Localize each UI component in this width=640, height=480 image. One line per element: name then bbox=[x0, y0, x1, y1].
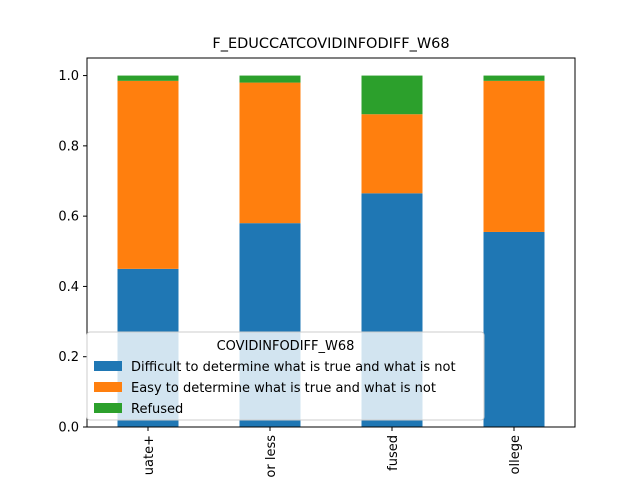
legend-swatch-1 bbox=[94, 361, 122, 371]
x-tick-label: fused bbox=[386, 435, 401, 471]
y-axis-ticks: 0.0 0.2 0.4 0.6 0.8 1.0 bbox=[58, 69, 87, 436]
bar-segment-3-2 bbox=[239, 75, 301, 83]
legend-swatch-2 bbox=[94, 382, 122, 392]
bar-segment-2-3 bbox=[361, 114, 423, 194]
y-tick-label: 0.6 bbox=[58, 210, 79, 225]
x-tick-label: or less bbox=[264, 435, 279, 478]
y-tick-label: 1.0 bbox=[58, 69, 79, 84]
y-tick-label: 0.0 bbox=[58, 421, 79, 436]
y-tick-label: 0.2 bbox=[58, 350, 79, 365]
legend-box bbox=[86, 331, 485, 421]
x-tick-label: uate+ bbox=[142, 435, 157, 475]
legend: COVIDINFODIFF_W68 Difficult to determine… bbox=[86, 331, 485, 421]
chart-title: F_EDUCCATCOVIDINFODIFF_W68 bbox=[212, 36, 449, 52]
x-tick-label: ollege bbox=[508, 435, 523, 474]
bar-segment-3-3 bbox=[361, 75, 423, 115]
bar-segment-3-4 bbox=[483, 75, 545, 81]
legend-title: COVIDINFODIFF_W68 bbox=[217, 339, 355, 354]
bar-segment-2-2 bbox=[239, 82, 301, 224]
y-tick-label: 0.4 bbox=[58, 280, 79, 295]
bar-segment-2-4 bbox=[483, 80, 545, 232]
legend-label-3: Refused bbox=[131, 402, 183, 417]
legend-label-2: Easy to determine what is true and what … bbox=[131, 381, 436, 396]
legend-label-1: Difficult to determine what is true and … bbox=[131, 360, 456, 375]
bar-segment-2-1 bbox=[117, 80, 179, 269]
x-axis-ticks: uate+ or less fused ollege bbox=[142, 427, 523, 478]
bar-segment-1-4 bbox=[483, 231, 545, 427]
bar-segment-3-1 bbox=[117, 75, 179, 81]
plot-frame bbox=[86, 57, 576, 428]
axes-layer bbox=[86, 57, 576, 428]
y-tick-label: 0.8 bbox=[58, 139, 79, 154]
legend-swatch-3 bbox=[94, 403, 122, 413]
